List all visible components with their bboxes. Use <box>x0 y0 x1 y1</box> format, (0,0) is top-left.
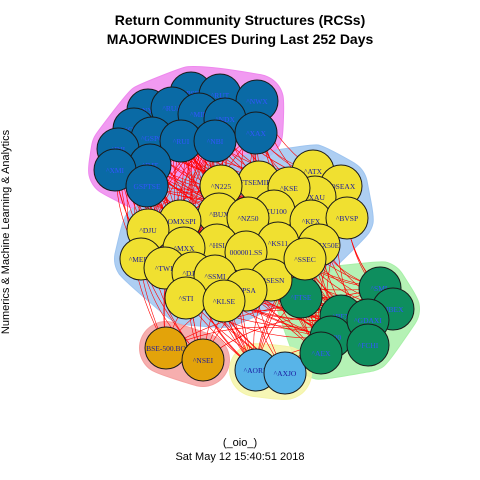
node-label: ^MERV <box>129 255 154 264</box>
node-label: ^MXX <box>173 244 195 253</box>
footer-mark: (_oio_) <box>222 437 258 449</box>
node-sti: ^STI <box>164 276 208 320</box>
node-nsei: ^NSEI <box>181 338 225 382</box>
node-circle <box>202 279 246 323</box>
node-label: ^XAU <box>305 193 325 202</box>
node-label: ^FTSE <box>290 293 311 302</box>
node-label: ^XU100 <box>261 207 287 216</box>
node-label: ^RUT <box>211 91 230 100</box>
node-circle <box>263 351 307 395</box>
node-circle <box>125 164 169 208</box>
node-label: ^SSEC <box>294 255 315 264</box>
node-label: ^DJU <box>139 226 157 235</box>
node-label: ^SSMI <box>204 272 226 281</box>
node-circle <box>193 119 237 163</box>
node-label: ^XMI <box>106 166 125 175</box>
node-label: ^RUI <box>173 137 190 146</box>
node-gsptse: GSPTSE <box>125 164 169 208</box>
node-label: ^AORD <box>244 366 269 375</box>
node-label: ^MID <box>190 110 209 119</box>
node-label: ^FTSEMIB.MI <box>236 178 283 187</box>
node-label: GSPTSE <box>133 182 161 191</box>
node-label: ^PSE <box>183 89 200 98</box>
node-nbi: ^NBI <box>193 119 237 163</box>
node-label: ^BSESN <box>258 276 285 285</box>
chart-title-line1: Return Community Structures (RCSs) <box>114 12 366 28</box>
footer-timestamp: Sat May 12 15:40:51 2018 <box>175 451 305 463</box>
node-label: ^OMXSPI <box>164 217 196 226</box>
node-label: ^IPSA <box>236 286 256 295</box>
node-label: ^OSEAX <box>327 182 356 191</box>
node-label: ^FCHI <box>358 341 379 350</box>
node-label: ^IBEX <box>382 305 404 314</box>
node-circle <box>234 111 278 155</box>
node-label: ^TWII <box>155 264 176 273</box>
node-label: ^N225 <box>211 182 231 191</box>
node-layer: BSE-500.BO ^NSEI ^AORD ^AXJO ^SML ^FTSE ^BFX ^I… <box>93 71 415 395</box>
node-label: 000001.SS <box>230 248 263 257</box>
node-label: ^SML <box>371 284 390 293</box>
node-bvsp: ^BVSP <box>325 196 369 240</box>
node-label: ^GSPC <box>141 134 163 143</box>
chart-title-line2: MAJORWINDICES During Last 252 Days <box>106 31 374 47</box>
node-klse: ^KLSE <box>202 279 246 323</box>
node-label: ^KFX <box>302 217 321 226</box>
node-label: ^BVSP <box>336 214 358 223</box>
node-label: ^AEX <box>312 349 332 358</box>
node-label: ^AXJO <box>274 369 297 378</box>
node-label: ^STI <box>179 294 194 303</box>
node-label: ^NBI <box>207 137 224 146</box>
node-label: ^BUX <box>209 210 229 219</box>
node-label: ^BFX <box>332 312 351 321</box>
node-circle <box>283 237 327 281</box>
node-xax: ^XAX <box>234 111 278 155</box>
node-ssec: ^SSEC <box>283 237 327 281</box>
node-bse-500-bo: BSE-500.BO <box>144 326 188 370</box>
node-label: ^RUA <box>162 104 182 113</box>
node-label: ^KLSE <box>213 297 236 306</box>
node-label: ^DJAT <box>182 269 203 278</box>
node-label: ^NZ50 <box>237 214 258 223</box>
node-aex: ^AEX <box>299 331 343 375</box>
node-circle <box>181 338 225 382</box>
node-label: ^GDAXI <box>354 316 382 325</box>
node-label: ^NYA <box>139 106 159 115</box>
node-label: ^KS11 <box>268 239 289 248</box>
node-label: ^HSI <box>209 241 225 250</box>
node-label: ^NSEI <box>193 356 214 365</box>
node-circle <box>299 331 343 375</box>
node-circle <box>325 196 369 240</box>
node-axjo: ^AXJO <box>263 351 307 395</box>
node-circle <box>346 323 390 367</box>
node-label: ^KSE <box>280 184 298 193</box>
node-label: ^NWX <box>246 97 268 106</box>
node-fchi: ^FCHI <box>346 323 390 367</box>
node-label: ^XAX <box>246 129 266 138</box>
node-label: BSE-500.BO <box>146 344 186 353</box>
node-label: ^NDX <box>215 115 235 124</box>
node-label: ^ATX <box>304 167 323 176</box>
